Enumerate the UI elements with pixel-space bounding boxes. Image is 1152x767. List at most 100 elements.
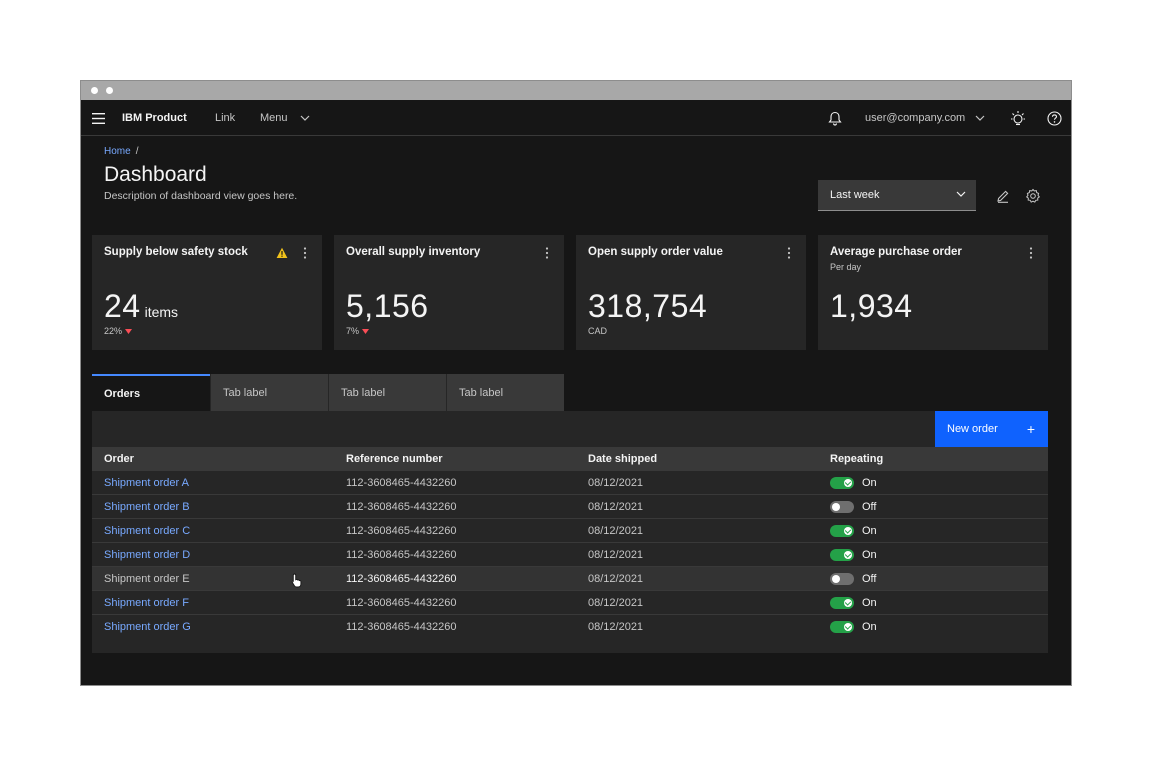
column-header-date[interactable]: Date shipped — [588, 453, 658, 465]
order-link[interactable]: Shipment order A — [104, 477, 189, 489]
tile-caption: CAD — [588, 326, 608, 336]
tile-title: Average purchase order — [830, 246, 962, 258]
order-link[interactable]: Shipment order G — [104, 621, 191, 633]
table-row[interactable]: Shipment order D 112-3608465-4432260 08/… — [92, 543, 1048, 567]
repeating-cell: Off — [830, 567, 876, 591]
settings-icon[interactable] — [1025, 188, 1041, 204]
reference-number: 112-3608465-4432260 — [346, 525, 457, 537]
tile-value: 318,754 — [588, 288, 708, 324]
window-dot-icon — [91, 87, 98, 94]
date-shipped: 08/12/2021 — [588, 621, 644, 633]
order-link[interactable]: Shipment order B — [104, 501, 190, 513]
tab-orders[interactable]: Orders — [92, 374, 210, 411]
header-nav-link[interactable]: Link — [215, 112, 236, 124]
new-order-label: New order — [947, 423, 998, 435]
tile-delta-value: 7% — [346, 326, 360, 336]
tile-title: Supply below safety stock — [104, 246, 248, 258]
table-row[interactable]: Shipment order B 112-3608465-4432260 08/… — [92, 495, 1048, 519]
menu-icon[interactable] — [87, 100, 109, 136]
order-link[interactable]: Shipment order C — [104, 525, 191, 537]
date-shipped: 08/12/2021 — [588, 501, 644, 513]
breadcrumb: Home / — [104, 146, 138, 157]
repeating-toggle[interactable] — [830, 597, 854, 609]
window-dot-icon — [106, 87, 113, 94]
toggle-knob — [844, 623, 852, 631]
table-row[interactable]: Shipment order F 112-3608465-4432260 08/… — [92, 591, 1048, 615]
overflow-menu-icon[interactable] — [300, 246, 310, 260]
toggle-knob — [844, 479, 852, 487]
toggle-label: On — [862, 477, 877, 489]
toggle-label: On — [862, 525, 877, 537]
date-shipped: 08/12/2021 — [588, 573, 644, 585]
tile-open-supply-order-value: Open supply order value 318,754 CAD — [576, 235, 806, 350]
tile-average-purchase-order: Average purchase order Per day 1,934 — [818, 235, 1048, 350]
repeating-toggle[interactable] — [830, 501, 854, 513]
tile-value: 5,156 — [346, 288, 429, 324]
overflow-menu-icon[interactable] — [1026, 246, 1036, 260]
toggle-label: On — [862, 621, 877, 633]
new-order-button[interactable]: New order + — [935, 411, 1048, 447]
chevron-down-icon — [956, 191, 966, 197]
breadcrumb-home-link[interactable]: Home — [104, 146, 131, 157]
repeating-cell: On — [830, 519, 877, 543]
chevron-down-icon — [300, 115, 309, 121]
tab-label-1[interactable]: Tab label — [210, 374, 328, 411]
tile-delta: 7% — [346, 326, 370, 336]
repeating-cell: On — [830, 471, 877, 495]
table-row[interactable]: Shipment order A 112-3608465-4432260 08/… — [92, 471, 1048, 495]
orders-table: New order + Order Reference number Date … — [92, 411, 1048, 653]
window-titlebar — [81, 81, 1071, 100]
user-email: user@company.com — [865, 112, 966, 124]
toggle-knob — [832, 503, 840, 511]
table-row[interactable]: Shipment order E 112-3608465-4432260 08/… — [92, 567, 1048, 591]
tile-value-number: 24 — [104, 288, 141, 324]
date-shipped: 08/12/2021 — [588, 597, 644, 609]
tile-value: 1,934 — [830, 288, 913, 324]
repeating-toggle[interactable] — [830, 525, 854, 537]
help-icon[interactable] — [1044, 100, 1064, 136]
page-description: Description of dashboard view goes here. — [104, 190, 298, 202]
reference-number: 112-3608465-4432260 — [346, 549, 457, 561]
product-name[interactable]: IBM Product — [122, 112, 187, 124]
overflow-menu-icon[interactable] — [784, 246, 794, 260]
toggle-label: On — [862, 549, 877, 561]
user-menu[interactable]: user@company.com — [865, 100, 985, 136]
order-link[interactable]: Shipment order D — [104, 549, 191, 561]
table-row[interactable]: Shipment order G 112-3608465-4432260 08/… — [92, 615, 1048, 639]
repeating-toggle[interactable] — [830, 549, 854, 561]
tile-overall-supply-inventory: Overall supply inventory 5,156 7% — [334, 235, 564, 350]
toggle-label: Off — [862, 573, 877, 585]
repeating-toggle[interactable] — [830, 621, 854, 633]
column-header-order[interactable]: Order — [104, 453, 134, 465]
ibm-idea-icon[interactable] — [1008, 100, 1028, 136]
tile-delta: 22% — [104, 326, 133, 336]
bell-icon[interactable] — [825, 100, 845, 136]
chevron-down-icon — [975, 115, 985, 121]
add-icon: + — [1026, 421, 1035, 437]
overflow-menu-icon[interactable] — [542, 246, 552, 260]
header-nav-menu[interactable]: Menu — [260, 100, 310, 136]
main-content: Home / Dashboard Description of dashboard… — [81, 137, 1071, 685]
toggle-label: On — [862, 597, 877, 609]
warning-icon — [276, 247, 288, 258]
tile-title: Overall supply inventory — [346, 246, 481, 258]
breadcrumb-separator: / — [135, 146, 139, 157]
period-dropdown[interactable]: Last week — [818, 180, 976, 211]
tile-title: Open supply order value — [588, 246, 723, 258]
repeating-toggle[interactable] — [830, 573, 854, 585]
caret-down-icon — [125, 328, 133, 334]
page-title: Dashboard — [104, 163, 207, 186]
toggle-label: Off — [862, 501, 877, 513]
order-link[interactable]: Shipment order E — [104, 573, 190, 585]
toggle-knob — [844, 551, 852, 559]
tab-label-2[interactable]: Tab label — [328, 374, 446, 411]
date-shipped: 08/12/2021 — [588, 477, 644, 489]
column-header-repeating[interactable]: Repeating — [830, 453, 884, 465]
repeating-toggle[interactable] — [830, 477, 854, 489]
toggle-knob — [832, 575, 840, 583]
table-row[interactable]: Shipment order C 112-3608465-4432260 08/… — [92, 519, 1048, 543]
column-header-reference[interactable]: Reference number — [346, 453, 443, 465]
tab-label-3[interactable]: Tab label — [446, 374, 564, 411]
edit-icon[interactable] — [995, 188, 1011, 204]
order-link[interactable]: Shipment order F — [104, 597, 189, 609]
